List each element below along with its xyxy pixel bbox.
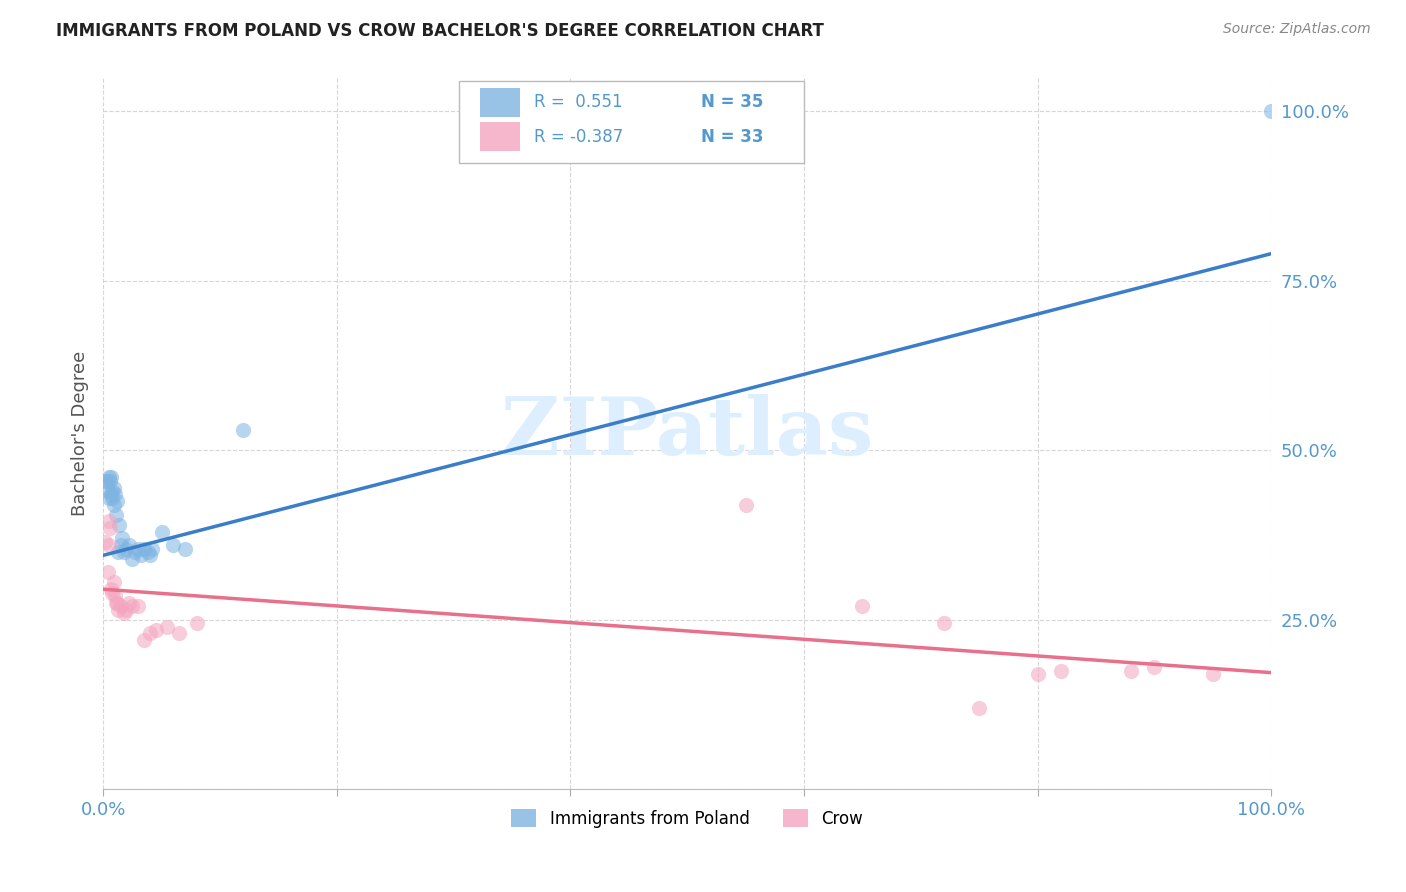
Text: N = 35: N = 35 — [702, 94, 763, 112]
Point — [111, 532, 134, 546]
Point — [1026, 667, 1049, 681]
Point — [101, 491, 124, 505]
Point — [100, 582, 122, 597]
Point — [139, 549, 162, 563]
Point — [97, 474, 120, 488]
Point — [98, 470, 121, 484]
Point — [104, 589, 127, 603]
Point — [101, 483, 124, 498]
Text: N = 33: N = 33 — [702, 128, 763, 145]
Point — [129, 549, 152, 563]
Point — [132, 541, 155, 556]
Point — [186, 616, 208, 631]
Point — [110, 599, 132, 614]
Point — [100, 487, 122, 501]
Point — [98, 521, 121, 535]
Point — [97, 483, 120, 498]
Point — [132, 633, 155, 648]
Legend: Immigrants from Poland, Crow: Immigrants from Poland, Crow — [505, 803, 869, 834]
Point — [94, 534, 117, 549]
Point — [110, 538, 132, 552]
Point — [851, 599, 873, 614]
Point — [98, 538, 121, 552]
Point — [1202, 667, 1225, 681]
Point — [98, 515, 121, 529]
Point — [108, 517, 131, 532]
Point — [115, 541, 138, 556]
FancyBboxPatch shape — [481, 122, 520, 151]
Text: ZIPatlas: ZIPatlas — [501, 394, 873, 473]
Point — [734, 498, 756, 512]
Point — [103, 575, 125, 590]
Text: R =  0.551: R = 0.551 — [534, 94, 623, 112]
Text: R = -0.387: R = -0.387 — [534, 128, 623, 145]
Point — [127, 541, 149, 556]
Point — [97, 566, 120, 580]
Point — [1143, 660, 1166, 674]
Point — [104, 487, 127, 501]
Point — [118, 538, 141, 552]
Point — [156, 619, 179, 633]
Point — [1260, 104, 1282, 119]
Point — [94, 474, 117, 488]
Point — [105, 596, 128, 610]
Point — [1050, 664, 1073, 678]
Point — [121, 599, 143, 614]
Point — [141, 541, 163, 556]
Point — [139, 626, 162, 640]
Point — [118, 596, 141, 610]
Point — [105, 494, 128, 508]
Point — [115, 602, 138, 616]
Y-axis label: Bachelor's Degree: Bachelor's Degree — [72, 351, 89, 516]
Point — [103, 481, 125, 495]
Text: IMMIGRANTS FROM POLAND VS CROW BACHELOR'S DEGREE CORRELATION CHART: IMMIGRANTS FROM POLAND VS CROW BACHELOR'… — [56, 22, 824, 40]
Point — [145, 623, 167, 637]
Point — [98, 491, 121, 505]
Point — [112, 606, 135, 620]
Point — [127, 599, 149, 614]
Point — [162, 538, 184, 552]
Point — [104, 508, 127, 522]
Text: Source: ZipAtlas.com: Source: ZipAtlas.com — [1223, 22, 1371, 37]
FancyBboxPatch shape — [460, 81, 804, 163]
Point — [173, 541, 195, 556]
Point — [1119, 664, 1142, 678]
Point — [98, 474, 121, 488]
Point — [167, 626, 190, 640]
Point — [103, 498, 125, 512]
Point — [104, 596, 127, 610]
Point — [121, 551, 143, 566]
Point — [150, 524, 173, 539]
Point — [967, 701, 990, 715]
Point — [124, 545, 146, 559]
Point — [101, 585, 124, 599]
Point — [100, 470, 122, 484]
FancyBboxPatch shape — [481, 88, 520, 117]
Point — [112, 545, 135, 559]
Point — [107, 545, 129, 559]
Point — [932, 616, 955, 631]
Point — [136, 545, 159, 559]
Point — [232, 423, 254, 437]
Point — [107, 602, 129, 616]
